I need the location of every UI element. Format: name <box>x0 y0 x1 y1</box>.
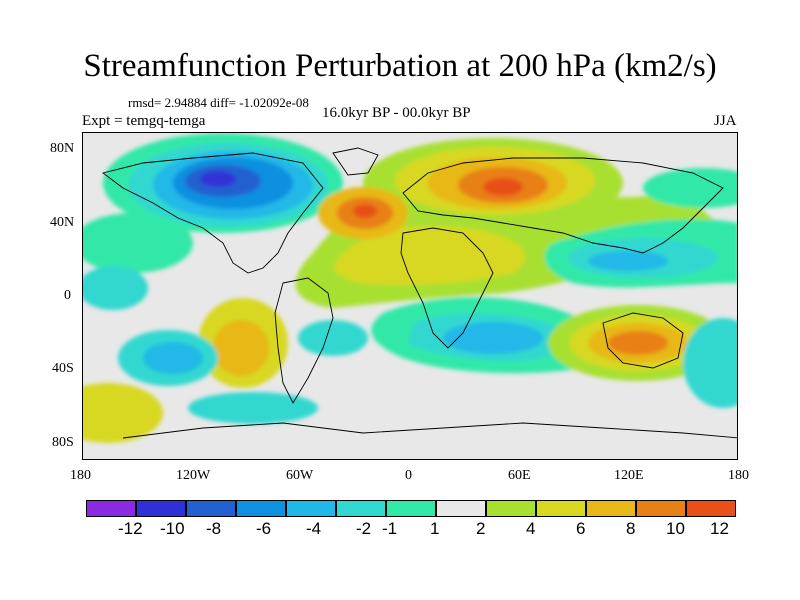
coast-north-america <box>101 152 324 274</box>
coast-eurasia <box>402 157 724 254</box>
map-plot <box>82 132 738 460</box>
lon-label-60w: 60W <box>286 468 314 483</box>
colorbar-swatch <box>536 500 586 517</box>
contour-so-w <box>83 383 163 443</box>
coast-south-america <box>274 277 334 404</box>
colorbar-swatch <box>336 500 386 517</box>
colorbar-label: -2 <box>356 519 372 538</box>
contour-satl-w <box>298 320 368 356</box>
colorbar-swatch <box>386 500 436 517</box>
lat-label-0: 0 <box>64 288 71 303</box>
lon-label-60e: 60E <box>508 468 531 483</box>
contour-eu-core <box>483 178 523 196</box>
period-text: 16.0kyr BP - 00.0kyr BP <box>322 105 471 121</box>
contour-asia-3 <box>588 251 668 271</box>
colorbar-swatch <box>86 500 136 517</box>
contour-africa <box>334 226 525 285</box>
colorbar-label: -12 <box>118 519 143 538</box>
contour-so-e <box>683 318 737 408</box>
stats-text: rmsd= 2.94884 diff= -1.02092e-08 <box>128 95 309 110</box>
coastlines <box>101 147 737 439</box>
chart-title: Streamfunction Perturbation at 200 hPa (… <box>83 48 717 84</box>
experiment-text: Expt = temgq-temga <box>82 113 206 129</box>
colorbar-label: -8 <box>206 519 222 538</box>
contour-aus-core <box>608 331 668 355</box>
colorbar-label: -6 <box>256 519 272 538</box>
colorbar-label: 8 <box>626 519 636 538</box>
colorbar-swatch <box>686 500 736 517</box>
colorbar-swatch <box>236 500 286 517</box>
season-text: JJA <box>714 113 737 129</box>
lat-label-40n: 40N <box>50 215 75 230</box>
colorbar-label: 1 <box>430 519 440 538</box>
colorbar-label: -4 <box>306 519 322 538</box>
contour-wp <box>83 213 193 273</box>
colorbar-label: 4 <box>526 519 536 538</box>
lon-label-0: 0 <box>405 468 412 483</box>
lon-label-120w: 120W <box>176 468 211 483</box>
contour-epac-2 <box>213 320 269 376</box>
coast-africa <box>400 227 494 349</box>
contour-map <box>83 133 737 443</box>
lon-label-180w: 180 <box>70 468 91 483</box>
colorbar-label: 2 <box>476 519 486 538</box>
lat-label-40s: 40S <box>52 361 74 376</box>
lat-label-80n: 80N <box>50 141 75 156</box>
contour-ep <box>83 266 148 310</box>
colorbar-label: -10 <box>160 519 185 538</box>
colorbar-label: -1 <box>382 519 398 538</box>
colorbar-swatch <box>286 500 336 517</box>
coast-antarctica <box>122 422 737 439</box>
colorbar-swatch <box>136 500 186 517</box>
colorbar-swatch <box>586 500 636 517</box>
contour-natl-core <box>353 204 377 218</box>
colorbar-swatch <box>636 500 686 517</box>
contour-na-core <box>200 171 236 187</box>
coast-australia <box>602 312 684 369</box>
colorbar-label: 12 <box>710 519 729 538</box>
coast-greenland <box>332 147 379 176</box>
lon-label-180e: 180 <box>728 468 749 483</box>
colorbar-label: 10 <box>666 519 685 538</box>
lat-label-80s: 80S <box>52 435 74 450</box>
colorbar-label: 6 <box>576 519 586 538</box>
contour-spac-2 <box>143 342 203 374</box>
contour-sao-3 <box>443 322 543 354</box>
lon-label-120e: 120E <box>614 468 644 483</box>
colorbar-swatch <box>486 500 536 517</box>
colorbar-swatch <box>186 500 236 517</box>
colorbar-swatch <box>436 500 486 517</box>
colorbar <box>86 500 736 517</box>
contour-so-c <box>188 392 318 424</box>
